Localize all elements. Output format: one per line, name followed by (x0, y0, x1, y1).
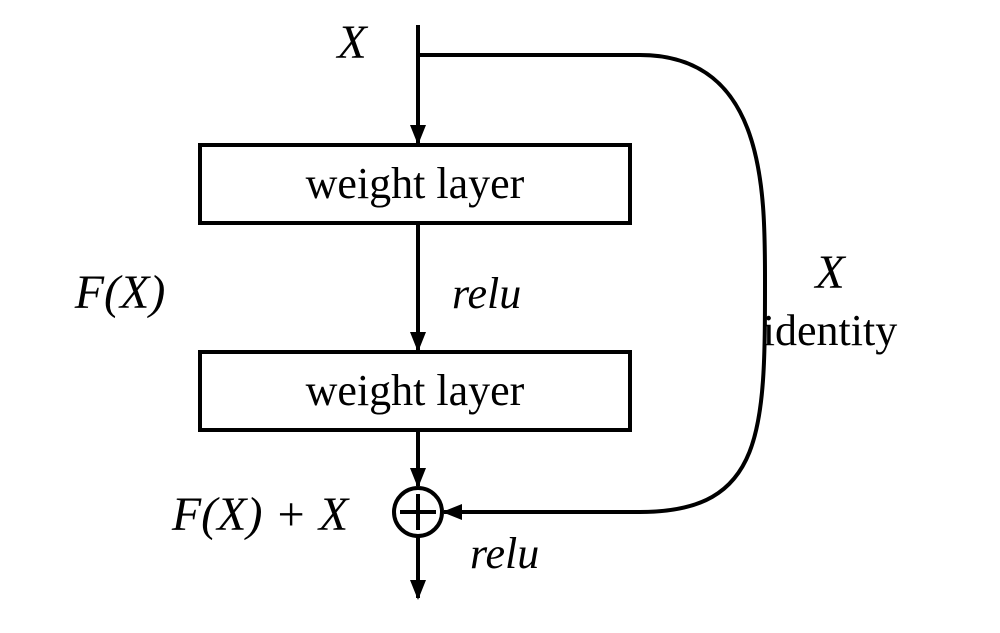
input-x-label: X (335, 16, 368, 69)
fx-plus-x-label: F(X) + X (171, 488, 350, 541)
weight-layer-1-label: weight layer (306, 159, 525, 208)
relu-2-label: relu (470, 529, 539, 578)
residual-block-diagram: weight layer weight layer X relu F(X) F(… (0, 0, 1000, 633)
skip-x-label: X (813, 246, 846, 299)
fx-label: F(X) (74, 266, 166, 319)
weight-layer-2-label: weight layer (306, 366, 525, 415)
weight-layer-2: weight layer (200, 352, 630, 430)
weight-layer-1: weight layer (200, 145, 630, 223)
relu-1-label: relu (452, 269, 521, 318)
skip-identity-label: identity (763, 306, 897, 355)
sum-node (394, 488, 442, 536)
